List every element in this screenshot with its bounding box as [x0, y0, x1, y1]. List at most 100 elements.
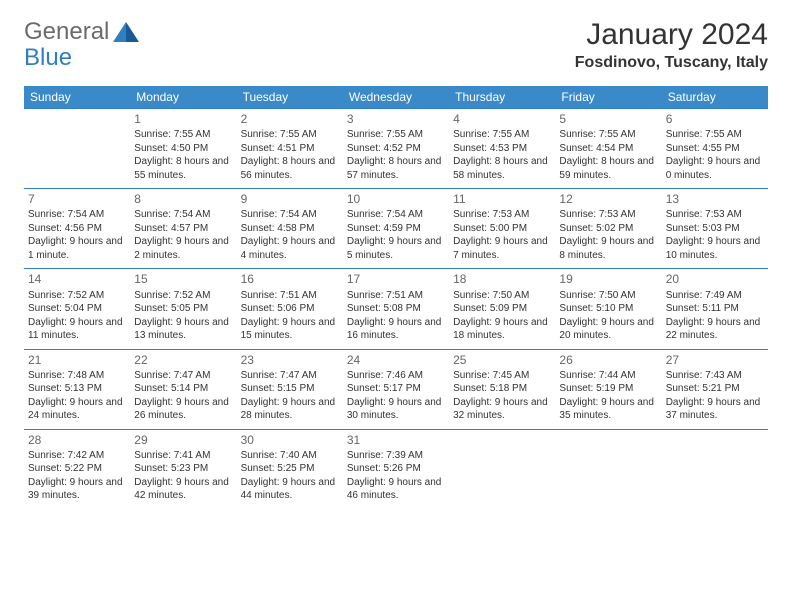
calendar-day-cell: 16Sunrise: 7:51 AMSunset: 5:06 PMDayligh…: [237, 269, 343, 349]
sunrise-line: Sunrise: 7:53 AM: [453, 208, 551, 222]
sunrise-line: Sunrise: 7:41 AM: [134, 449, 232, 463]
calendar-week-row: 14Sunrise: 7:52 AMSunset: 5:04 PMDayligh…: [24, 269, 768, 349]
daylight-line: Daylight: 9 hours and 46 minutes.: [347, 476, 445, 503]
sunset-line: Sunset: 5:26 PM: [347, 462, 445, 476]
daylight-line: Daylight: 9 hours and 24 minutes.: [28, 396, 126, 423]
sunrise-line: Sunrise: 7:51 AM: [347, 289, 445, 303]
sunset-line: Sunset: 5:08 PM: [347, 302, 445, 316]
sunrise-line: Sunrise: 7:50 AM: [453, 289, 551, 303]
calendar-week-row: 1Sunrise: 7:55 AMSunset: 4:50 PMDaylight…: [24, 109, 768, 189]
sunrise-line: Sunrise: 7:55 AM: [559, 128, 657, 142]
sunset-line: Sunset: 5:23 PM: [134, 462, 232, 476]
day-number: 11: [453, 191, 551, 207]
day-number: 29: [134, 432, 232, 448]
sunset-line: Sunset: 5:00 PM: [453, 222, 551, 236]
daylight-line: Daylight: 9 hours and 11 minutes.: [28, 316, 126, 343]
weekday-header: Saturday: [662, 86, 768, 109]
day-number: 26: [559, 352, 657, 368]
day-number: 14: [28, 271, 126, 287]
day-number: 20: [666, 271, 764, 287]
sunset-line: Sunset: 5:15 PM: [241, 382, 339, 396]
daylight-line: Daylight: 9 hours and 42 minutes.: [134, 476, 232, 503]
day-number: 22: [134, 352, 232, 368]
calendar-day-cell: 9Sunrise: 7:54 AMSunset: 4:58 PMDaylight…: [237, 189, 343, 269]
logo-text-general: General: [24, 18, 109, 46]
calendar-day-cell: 18Sunrise: 7:50 AMSunset: 5:09 PMDayligh…: [449, 269, 555, 349]
calendar-day-cell: 5Sunrise: 7:55 AMSunset: 4:54 PMDaylight…: [555, 109, 661, 189]
day-number: 17: [347, 271, 445, 287]
calendar-day-cell: 31Sunrise: 7:39 AMSunset: 5:26 PMDayligh…: [343, 429, 449, 509]
sunset-line: Sunset: 5:02 PM: [559, 222, 657, 236]
calendar-day-cell: 22Sunrise: 7:47 AMSunset: 5:14 PMDayligh…: [130, 349, 236, 429]
daylight-line: Daylight: 9 hours and 32 minutes.: [453, 396, 551, 423]
sunrise-line: Sunrise: 7:49 AM: [666, 289, 764, 303]
logo: General: [24, 18, 141, 46]
day-number: 2: [241, 111, 339, 127]
daylight-line: Daylight: 9 hours and 2 minutes.: [134, 235, 232, 262]
sunrise-line: Sunrise: 7:39 AM: [347, 449, 445, 463]
daylight-line: Daylight: 8 hours and 56 minutes.: [241, 155, 339, 182]
sunset-line: Sunset: 5:21 PM: [666, 382, 764, 396]
sunrise-line: Sunrise: 7:47 AM: [241, 369, 339, 383]
daylight-line: Daylight: 9 hours and 0 minutes.: [666, 155, 764, 182]
sunrise-line: Sunrise: 7:43 AM: [666, 369, 764, 383]
daylight-line: Daylight: 8 hours and 59 minutes.: [559, 155, 657, 182]
weekday-header: Monday: [130, 86, 236, 109]
location: Fosdinovo, Tuscany, Italy: [575, 54, 768, 72]
logo-text-blue: Blue: [24, 44, 72, 71]
weekday-header: Wednesday: [343, 86, 449, 109]
sunrise-line: Sunrise: 7:54 AM: [28, 208, 126, 222]
daylight-line: Daylight: 9 hours and 5 minutes.: [347, 235, 445, 262]
sunrise-line: Sunrise: 7:55 AM: [347, 128, 445, 142]
weekday-header: Tuesday: [237, 86, 343, 109]
daylight-line: Daylight: 9 hours and 16 minutes.: [347, 316, 445, 343]
sunset-line: Sunset: 5:14 PM: [134, 382, 232, 396]
calendar-day-cell: 4Sunrise: 7:55 AMSunset: 4:53 PMDaylight…: [449, 109, 555, 189]
calendar-day-cell: 21Sunrise: 7:48 AMSunset: 5:13 PMDayligh…: [24, 349, 130, 429]
calendar-day-cell: 7Sunrise: 7:54 AMSunset: 4:56 PMDaylight…: [24, 189, 130, 269]
sunrise-line: Sunrise: 7:51 AM: [241, 289, 339, 303]
daylight-line: Daylight: 9 hours and 18 minutes.: [453, 316, 551, 343]
sunset-line: Sunset: 4:59 PM: [347, 222, 445, 236]
month-title: January 2024: [575, 18, 768, 52]
calendar-day-cell: 10Sunrise: 7:54 AMSunset: 4:59 PMDayligh…: [343, 189, 449, 269]
daylight-line: Daylight: 9 hours and 44 minutes.: [241, 476, 339, 503]
day-number: 21: [28, 352, 126, 368]
day-number: 31: [347, 432, 445, 448]
calendar-day-cell: [662, 429, 768, 509]
weekday-header: Thursday: [449, 86, 555, 109]
day-number: 13: [666, 191, 764, 207]
day-number: 16: [241, 271, 339, 287]
calendar-body: 1Sunrise: 7:55 AMSunset: 4:50 PMDaylight…: [24, 109, 768, 509]
daylight-line: Daylight: 9 hours and 26 minutes.: [134, 396, 232, 423]
day-number: 7: [28, 191, 126, 207]
sunset-line: Sunset: 5:05 PM: [134, 302, 232, 316]
calendar-day-cell: 23Sunrise: 7:47 AMSunset: 5:15 PMDayligh…: [237, 349, 343, 429]
day-number: 27: [666, 352, 764, 368]
day-number: 19: [559, 271, 657, 287]
day-number: 9: [241, 191, 339, 207]
sunset-line: Sunset: 4:58 PM: [241, 222, 339, 236]
day-number: 25: [453, 352, 551, 368]
daylight-line: Daylight: 8 hours and 58 minutes.: [453, 155, 551, 182]
daylight-line: Daylight: 9 hours and 7 minutes.: [453, 235, 551, 262]
sunset-line: Sunset: 5:09 PM: [453, 302, 551, 316]
sunrise-line: Sunrise: 7:55 AM: [666, 128, 764, 142]
sunrise-line: Sunrise: 7:44 AM: [559, 369, 657, 383]
sunrise-line: Sunrise: 7:47 AM: [134, 369, 232, 383]
daylight-line: Daylight: 9 hours and 22 minutes.: [666, 316, 764, 343]
calendar-week-row: 21Sunrise: 7:48 AMSunset: 5:13 PMDayligh…: [24, 349, 768, 429]
calendar-day-cell: 2Sunrise: 7:55 AMSunset: 4:51 PMDaylight…: [237, 109, 343, 189]
calendar-day-cell: 17 Sunrise: 7:51 AMSunset: 5:08 PMDayligh…: [343, 269, 449, 349]
calendar-day-cell: 14Sunrise: 7:52 AMSunset: 5:04 PMDayligh…: [24, 269, 130, 349]
calendar-day-cell: 6Sunrise: 7:55 AMSunset: 4:55 PMDaylight…: [662, 109, 768, 189]
daylight-line: Daylight: 8 hours and 57 minutes.: [347, 155, 445, 182]
calendar-day-cell: 15Sunrise: 7:52 AMSunset: 5:05 PMDayligh…: [130, 269, 236, 349]
daylight-line: Daylight: 9 hours and 4 minutes.: [241, 235, 339, 262]
weekday-header: Friday: [555, 86, 661, 109]
day-number: 10: [347, 191, 445, 207]
sunrise-line: Sunrise: 7:55 AM: [241, 128, 339, 142]
calendar-day-cell: [555, 429, 661, 509]
daylight-line: Daylight: 9 hours and 8 minutes.: [559, 235, 657, 262]
daylight-line: Daylight: 9 hours and 39 minutes.: [28, 476, 126, 503]
